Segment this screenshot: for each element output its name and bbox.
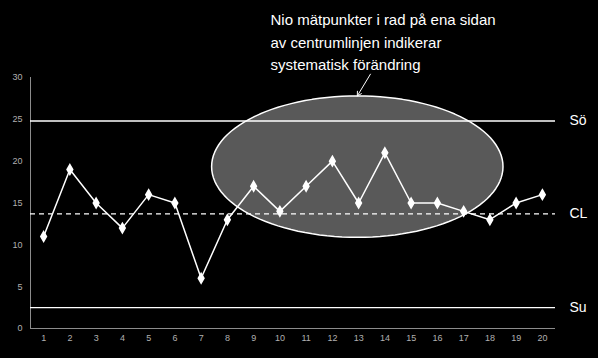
svg-text:10: 10 bbox=[275, 333, 285, 343]
svg-text:10: 10 bbox=[12, 240, 22, 250]
svg-text:15: 15 bbox=[406, 333, 416, 343]
svg-text:19: 19 bbox=[511, 333, 521, 343]
svg-text:Sö: Sö bbox=[570, 112, 587, 128]
svg-text:4: 4 bbox=[120, 333, 125, 343]
svg-text:0: 0 bbox=[17, 323, 22, 333]
svg-text:2: 2 bbox=[67, 333, 72, 343]
svg-text:25: 25 bbox=[12, 114, 22, 124]
svg-text:14: 14 bbox=[380, 333, 390, 343]
svg-text:9: 9 bbox=[251, 333, 256, 343]
svg-text:6: 6 bbox=[172, 333, 177, 343]
svg-text:15: 15 bbox=[12, 198, 22, 208]
svg-text:1: 1 bbox=[41, 333, 46, 343]
svg-text:11: 11 bbox=[301, 333, 310, 343]
svg-text:17: 17 bbox=[459, 333, 469, 343]
svg-text:20: 20 bbox=[537, 333, 547, 343]
svg-text:18: 18 bbox=[485, 333, 495, 343]
svg-text:CL: CL bbox=[570, 205, 588, 221]
svg-text:3: 3 bbox=[94, 333, 99, 343]
svg-text:16: 16 bbox=[432, 333, 442, 343]
svg-text:20: 20 bbox=[12, 156, 22, 166]
svg-text:Su: Su bbox=[570, 299, 587, 315]
svg-text:13: 13 bbox=[354, 333, 364, 343]
svg-text:12: 12 bbox=[327, 333, 337, 343]
svg-text:5: 5 bbox=[17, 282, 22, 292]
svg-text:8: 8 bbox=[225, 333, 230, 343]
svg-text:7: 7 bbox=[199, 333, 204, 343]
svg-text:Nio mätpunkter i rad på ena si: Nio mätpunkter i rad på ena sidanav cent… bbox=[271, 11, 496, 73]
svg-text:30: 30 bbox=[12, 72, 22, 82]
svg-text:5: 5 bbox=[146, 333, 151, 343]
